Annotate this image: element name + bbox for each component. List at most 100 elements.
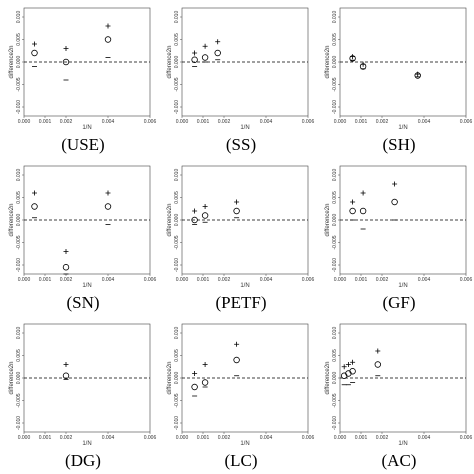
upper-point [350, 199, 356, 205]
panel-label: (DG) [65, 451, 101, 470]
y-tick-label: 0.005 [174, 191, 180, 204]
x-tick-label: 0.004 [418, 435, 431, 441]
y-axis-label: difference2n [325, 46, 331, 79]
upper-point [192, 50, 198, 56]
x-tick-label: 0.002 [218, 119, 231, 125]
x-tick-label: 0.004 [418, 119, 431, 125]
y-tick-label: 0.000 [174, 214, 180, 227]
x-tick-label: 0.000 [334, 435, 347, 441]
y-axis-label: difference2n [9, 204, 15, 237]
y-axis-label: difference2n [167, 204, 173, 237]
estimate-point [104, 36, 112, 43]
x-tick-label: 0.000 [334, 119, 347, 125]
x-axis-label: 1/N [240, 283, 249, 289]
upper-point [202, 43, 208, 49]
y-tick-label: 0.010 [332, 169, 338, 182]
x-axis-label: 1/N [398, 125, 407, 131]
x-tick-label: 0.001 [39, 119, 52, 125]
x-tick-label: 0.002 [60, 435, 73, 441]
panel-label: (SS) [226, 135, 256, 154]
estimate-point [191, 216, 198, 224]
upper-point [215, 39, 221, 45]
y-tick-label: -0.010 [174, 416, 180, 430]
x-tick-label: 0.004 [418, 277, 431, 283]
x-tick-label: 0.001 [355, 435, 368, 441]
panel-label: (USE) [61, 135, 104, 154]
upper-point [105, 190, 111, 196]
y-tick-label: -0.010 [16, 416, 22, 430]
y-tick-label: -0.010 [332, 100, 338, 114]
panel: 0.000 0.001 0.002 0.004 0.006 -0.010 -0.005 0.0… [167, 165, 315, 312]
panel: 0.000 0.001 0.002 0.004 0.006 -0.010 -0.005 0.0… [325, 165, 473, 312]
y-tick-label: -0.010 [174, 100, 180, 114]
upper-point [341, 364, 347, 370]
estimate-point [201, 54, 209, 61]
y-tick-label: 0.005 [332, 191, 338, 204]
x-tick-label: 0.006 [144, 119, 157, 125]
y-tick-label: 0.000 [16, 372, 22, 385]
x-tick-label: 0.006 [302, 277, 315, 283]
x-tick-label: 0.006 [144, 277, 157, 283]
y-tick-label: -0.005 [16, 235, 22, 249]
y-tick-label: 0.000 [174, 56, 180, 69]
upper-point [105, 23, 111, 29]
x-tick-label: 0.001 [39, 435, 52, 441]
y-tick-label: -0.005 [332, 77, 338, 91]
y-tick-label: -0.005 [332, 235, 338, 249]
x-tick-label: 0.000 [176, 277, 189, 283]
upper-point [202, 204, 208, 209]
x-tick-label: 0.000 [176, 435, 189, 441]
x-tick-label: 0.006 [460, 277, 473, 283]
panel-label: (SH) [382, 135, 415, 154]
estimate-point [201, 212, 209, 219]
estimate-point [233, 356, 240, 364]
estimate-point [191, 56, 198, 63]
x-tick-label: 0.000 [18, 119, 31, 125]
x-tick-label: 0.004 [260, 435, 273, 441]
upper-point [360, 61, 366, 67]
upper-point [234, 341, 240, 347]
x-tick-label: 0.006 [460, 119, 473, 125]
x-tick-label: 0.001 [355, 119, 368, 125]
x-tick-label: 0.004 [260, 119, 273, 125]
upper-point [360, 190, 366, 196]
x-axis-label: 1/N [82, 441, 91, 447]
x-axis-label: 1/N [240, 441, 249, 447]
y-tick-label: 0.000 [174, 372, 180, 385]
panel-label: (GF) [382, 293, 415, 312]
x-tick-label: 0.002 [218, 277, 231, 283]
x-axis-label: 1/N [82, 283, 91, 289]
y-tick-label: 0.005 [332, 33, 338, 46]
x-tick-label: 0.001 [197, 435, 210, 441]
panel: 0.000 0.001 0.002 0.004 0.006 -0.010 -0.005 0.0… [9, 323, 157, 470]
estimate-point [391, 198, 398, 206]
x-tick-label: 0.000 [18, 277, 31, 283]
y-tick-label: 0.005 [332, 349, 338, 362]
estimate-point [349, 207, 356, 215]
upper-point [202, 362, 208, 367]
x-tick-label: 0.001 [39, 277, 52, 283]
y-axis-label: difference2n [9, 362, 15, 395]
panel-label: (LC) [224, 451, 257, 470]
x-tick-label: 0.001 [355, 277, 368, 283]
y-tick-label: 0.010 [174, 11, 180, 24]
panel-label: (PETF) [216, 293, 267, 312]
y-axis-label: difference2n [167, 46, 173, 79]
estimate-point [104, 203, 112, 210]
y-tick-label: 0.005 [174, 33, 180, 46]
estimate-point [31, 203, 38, 210]
y-tick-label: -0.005 [16, 393, 22, 407]
y-tick-label: -0.005 [174, 235, 180, 249]
x-tick-label: 0.006 [144, 435, 157, 441]
estimate-point [62, 264, 70, 271]
y-tick-label: -0.005 [16, 77, 22, 91]
panel: 0.000 0.001 0.002 0.004 0.006 -0.010 -0.005 0.0… [9, 165, 157, 312]
upper-point [32, 41, 37, 47]
upper-point [192, 208, 198, 214]
y-tick-label: -0.005 [174, 77, 180, 91]
x-axis-label: 1/N [82, 125, 91, 131]
upper-point [392, 181, 398, 187]
y-tick-label: -0.010 [332, 416, 338, 430]
panel: 0.000 0.001 0.002 0.004 0.006 -0.010 -0.005 0.0… [325, 323, 472, 470]
